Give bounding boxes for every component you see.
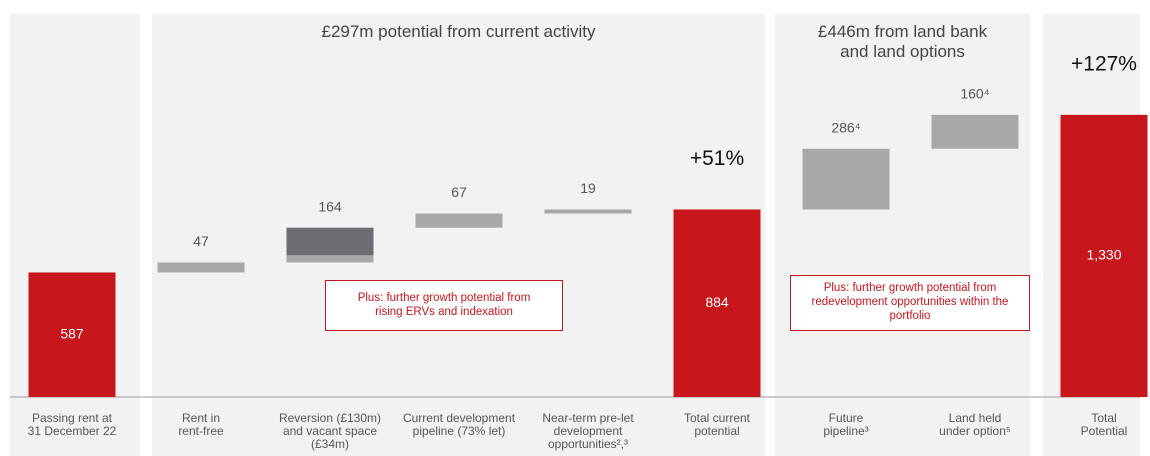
x-tick-label: Reversion (£130m) and vacant space (£34m… <box>278 411 382 451</box>
annotation: Plus: further growth potential from rede… <box>790 275 1030 331</box>
value-label: 1,330 <box>1086 247 1121 263</box>
annotation: Plus: further growth potential from risi… <box>325 280 563 331</box>
bar-segment <box>286 255 374 263</box>
value-label: 587 <box>60 325 84 341</box>
bar <box>28 272 116 397</box>
bar <box>415 213 503 228</box>
value-label: 160⁴ <box>960 86 989 102</box>
bar <box>931 114 1019 149</box>
bar <box>802 148 890 210</box>
bar-segment <box>286 227 374 256</box>
bar <box>544 209 632 214</box>
value-label: 286⁴ <box>831 119 860 135</box>
pct-label: +51% <box>690 147 744 170</box>
panel <box>775 14 1030 456</box>
value-label: 47 <box>193 233 209 249</box>
bar <box>1060 114 1148 397</box>
pct-label: +127% <box>1071 52 1137 75</box>
value-label: 164 <box>318 198 342 214</box>
x-tick-label: Land held under option⁵ <box>939 411 1011 438</box>
x-tick-label: Future pipeline³ <box>823 411 869 438</box>
x-tick-label: Near-term pre-let development opportunit… <box>542 411 634 451</box>
panel <box>152 14 765 456</box>
value-label: 19 <box>580 180 596 196</box>
x-tick-label: Total current potential <box>683 411 751 438</box>
x-tick-label: Rent in rent-free <box>178 411 224 438</box>
bar <box>673 209 761 397</box>
x-tick-label: Total Potential <box>1080 411 1128 438</box>
group-title: £446m from land bank and land options <box>817 22 988 61</box>
group-title: £297m potential from current activity <box>321 22 596 41</box>
x-tick-label: Passing rent at 31 December 22 <box>27 411 117 438</box>
bar <box>157 262 245 273</box>
value-label: 884 <box>705 294 729 310</box>
x-tick-label: Current development pipeline (73% let) <box>402 411 516 438</box>
value-label: 67 <box>451 184 467 200</box>
